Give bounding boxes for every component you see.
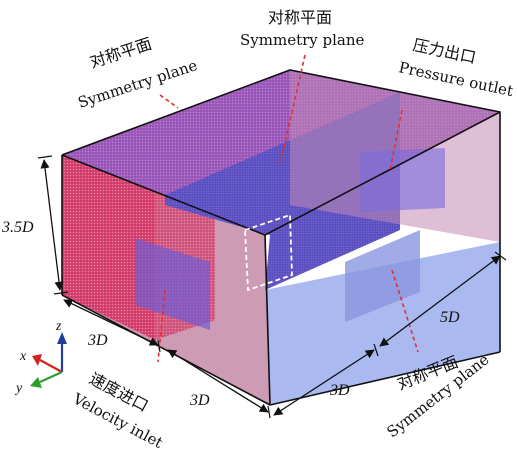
dim-depth-left: 3D [87,332,108,349]
building-right-top [360,148,445,212]
dimension-lines [40,159,501,416]
dim-right-short: 3D [329,382,350,399]
sym-top-en: Symmetry plane [240,31,365,49]
inlet-face [62,155,155,340]
sym-left-cn: 对称平面 [87,34,154,72]
axis-z-label: z [55,319,62,334]
dimension-ticks [37,155,507,419]
outlet-en: Pressure outlet [397,58,515,100]
refinement-highlight [244,213,293,292]
axis-x-label: x [19,349,27,364]
axis-y-label: y [14,381,23,396]
sym-top-cn: 对称平面 [268,8,332,27]
dim-length: 5D [440,309,460,326]
dim-height: 3.5D [1,219,34,236]
dim-front-width: 3D [189,392,210,409]
axis-triad: z x y [14,319,67,396]
